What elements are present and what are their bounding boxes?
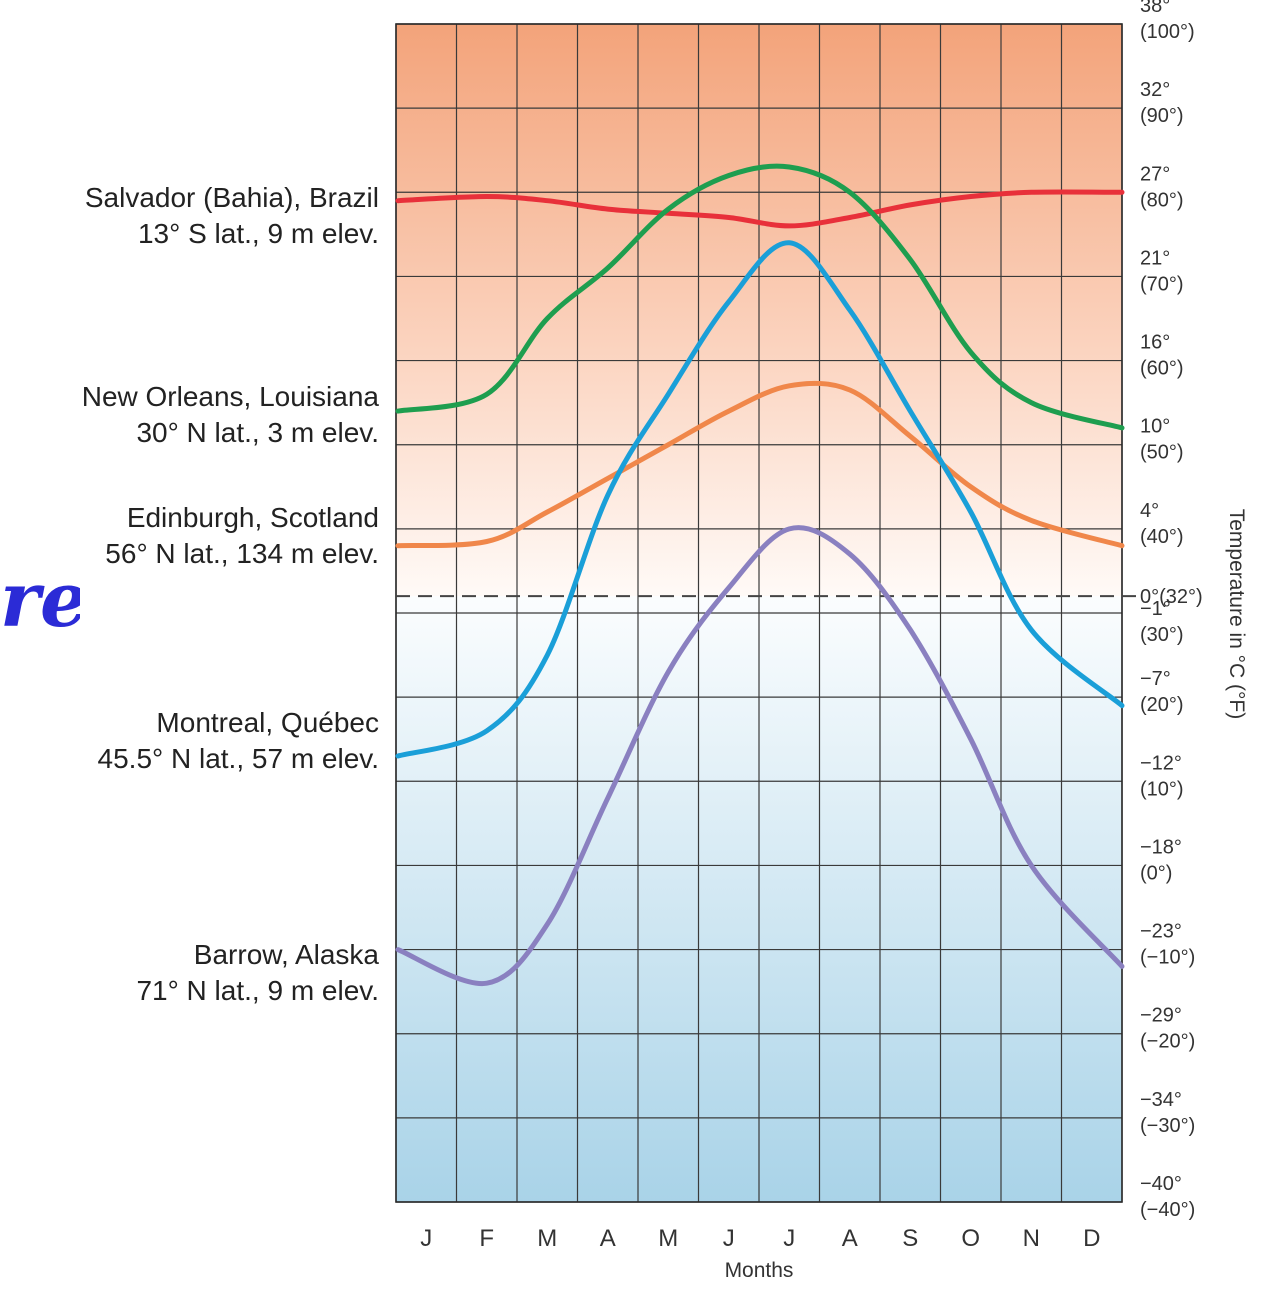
city-label-barrow: Barrow, Alaska 71° N lat., 9 m elev. [136, 937, 379, 1009]
city-detail: 71° N lat., 9 m elev. [136, 975, 379, 1006]
series-lines [395, 163, 1125, 986]
city-detail: 30° N lat., 3 m elev. [136, 417, 379, 448]
city-label-new-orleans: New Orleans, Louisiana 30° N lat., 3 m e… [82, 379, 379, 451]
y-tick-label-c: −18° [1140, 836, 1182, 858]
x-tick-label: N [1023, 1225, 1040, 1252]
x-axis-label: Months [725, 1259, 794, 1282]
city-detail: 45.5° N lat., 57 m elev. [97, 743, 379, 774]
x-tick-label: J [723, 1225, 735, 1252]
y-tick-label-f: (40°) [1140, 526, 1184, 548]
city-label-edinburgh: Edinburgh, Scotland 56° N lat., 134 m el… [105, 500, 379, 572]
y-tick-label-f: (90°) [1140, 105, 1184, 127]
city-detail: 13° S lat., 9 m elev. [137, 218, 379, 249]
x-tick-label: J [783, 1225, 795, 1252]
y-tick-label-c: 4° [1140, 500, 1159, 522]
y-tick-label-f: (100°) [1140, 21, 1195, 43]
y-tick-label-f: (50°) [1140, 442, 1184, 464]
y-tick-label-c: 0°(32°) [1140, 586, 1203, 608]
x-tick-label: D [1083, 1225, 1100, 1252]
y-tick-label-c: −29° [1140, 1005, 1182, 1027]
series-line-1 [395, 163, 1125, 431]
y-tick-label-c: −23° [1140, 921, 1182, 943]
y-tick-label-f: (0°) [1140, 862, 1172, 884]
city-name: Edinburgh, Scotland [126, 502, 379, 533]
y-tick-label-f: (30°) [1140, 624, 1184, 646]
y-tick-label-c: 16° [1140, 332, 1170, 354]
y-tick-label-f: (10°) [1140, 778, 1184, 800]
city-detail: 56° N lat., 134 m elev. [105, 538, 379, 569]
y-tick-label-c: 27° [1140, 163, 1170, 185]
y-tick-label-c: −1° [1140, 598, 1171, 620]
y-tick-label-f: (−20°) [1140, 1031, 1195, 1053]
city-name: Salvador (Bahia), Brazil [84, 182, 379, 213]
y-tick-label-c: 32° [1140, 79, 1170, 101]
grid [395, 23, 1136, 1203]
series-line-0 [395, 189, 1125, 229]
y-tick-label-f: (−40°) [1140, 1199, 1195, 1221]
y-tick-label-c: 10° [1140, 416, 1170, 438]
stray-title-fragment: re [0, 562, 80, 638]
series-line-3 [395, 240, 1125, 759]
y-tick-label-c: −7° [1140, 668, 1171, 690]
y-tick-label-f: (20°) [1140, 694, 1184, 716]
y-axis-ticks: 38° (100°) 32° (90°) 27° (80°) 21° (70°) 16° (60°… [1140, 0, 1203, 1221]
city-label-montreal: Montreal, Québec 45.5° N lat., 57 m elev… [98, 705, 379, 777]
y-tick-label-f: (70°) [1140, 273, 1184, 295]
city-name: Barrow, Alaska [193, 939, 379, 970]
series-line-2 [395, 380, 1125, 549]
series-line-4 [395, 525, 1125, 986]
y-tick-label-c: −34° [1140, 1089, 1182, 1111]
x-tick-label: A [842, 1225, 858, 1252]
y-tick-label-f: (−30°) [1140, 1115, 1195, 1137]
x-tick-label: O [961, 1225, 980, 1252]
y-tick-label-c: −40° [1140, 1173, 1182, 1195]
y-tick-label-c: 38° [1140, 0, 1170, 17]
y-tick-label-f: (−10°) [1140, 947, 1195, 969]
x-tick-label: S [902, 1225, 918, 1252]
plot-frame [395, 23, 1123, 1203]
x-tick-label: M [658, 1225, 678, 1252]
city-name: Montreal, Québec [156, 707, 379, 738]
y-tick-label-c: −12° [1140, 752, 1182, 774]
y-tick-label-c: 21° [1140, 247, 1170, 269]
y-tick-label-f: (60°) [1140, 358, 1184, 380]
y-tick-label-f: (80°) [1140, 189, 1184, 211]
y-axis-label: Temperature in °C (°F) [1225, 509, 1248, 720]
x-tick-label: J [420, 1225, 432, 1252]
city-label-salvador: Salvador (Bahia), Brazil 13° S lat., 9 m… [85, 180, 379, 252]
x-tick-label: F [479, 1225, 494, 1252]
x-tick-label: M [537, 1225, 557, 1252]
x-tick-label: A [600, 1225, 616, 1252]
city-name: New Orleans, Louisiana [81, 381, 379, 412]
